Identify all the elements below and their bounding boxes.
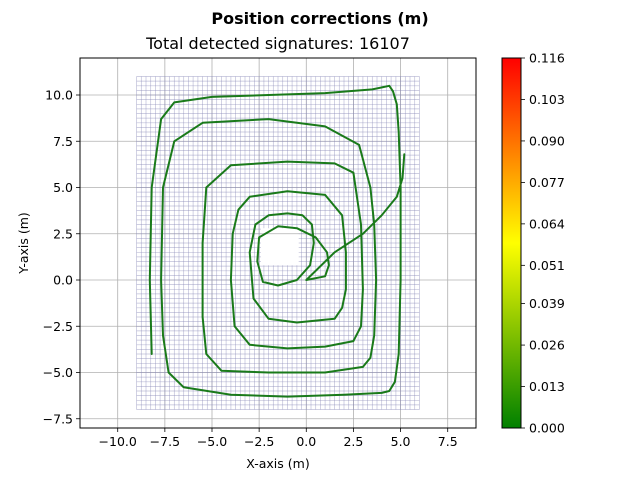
y-tick-label: 10.0 (45, 88, 73, 103)
y-tick-label: 5.0 (53, 180, 73, 195)
x-tick-label: 0.0 (296, 434, 316, 449)
x-tick-label: −7.5 (150, 434, 180, 449)
y-tick-label: −5.0 (43, 365, 73, 380)
colorbar-tick-label: 0.013 (529, 379, 565, 394)
colorbar-tick-label: 0.000 (529, 421, 565, 436)
y-axis-label: Y-axis (m) (16, 212, 31, 275)
x-axis-ticks: −10.0 −7.5 −5.0 −2.5 0.0 2.5 5.0 7.5 (99, 428, 458, 449)
figure-title: Position corrections (m) (211, 9, 428, 28)
colorbar-tick-label: 0.051 (529, 258, 565, 273)
colorbar-tick-label: 0.077 (529, 175, 565, 190)
colorbar-ticks: 0.000 0.013 0.026 0.039 0.051 0.064 0.077 0.090… (521, 51, 565, 436)
y-axis-ticks: −7.5 −5.0 −2.5 0.0 2.5 5.0 7.5 10.0 (43, 88, 80, 426)
y-tick-label: 7.5 (53, 134, 73, 149)
colorbar-tick-label: 0.039 (529, 296, 565, 311)
plot-frame (79, 57, 477, 429)
x-tick-label: 7.5 (438, 434, 458, 449)
colorbar-tick-label: 0.090 (529, 133, 565, 148)
colorbar-tick-label: 0.026 (529, 338, 565, 353)
colorbar-tick-label: 0.116 (529, 51, 565, 66)
chart-subtitle: Total detected signatures: 16107 (145, 34, 410, 53)
x-tick-label: −10.0 (99, 434, 137, 449)
x-tick-label: 5.0 (391, 434, 411, 449)
y-tick-label: −2.5 (43, 319, 73, 334)
colorbar (501, 57, 522, 429)
colorbar-tick-label: 0.064 (529, 216, 565, 231)
y-tick-label: 2.5 (53, 226, 73, 241)
x-tick-label: −2.5 (244, 434, 274, 449)
y-tick-label: 0.0 (53, 273, 73, 288)
x-tick-label: −5.0 (197, 434, 227, 449)
colorbar-tick-label: 0.103 (529, 92, 565, 107)
x-tick-label: 2.5 (343, 434, 363, 449)
x-axis-label: X-axis (m) (246, 456, 309, 471)
trajectory-path (148, 84, 406, 398)
y-tick-label: −7.5 (43, 411, 73, 426)
